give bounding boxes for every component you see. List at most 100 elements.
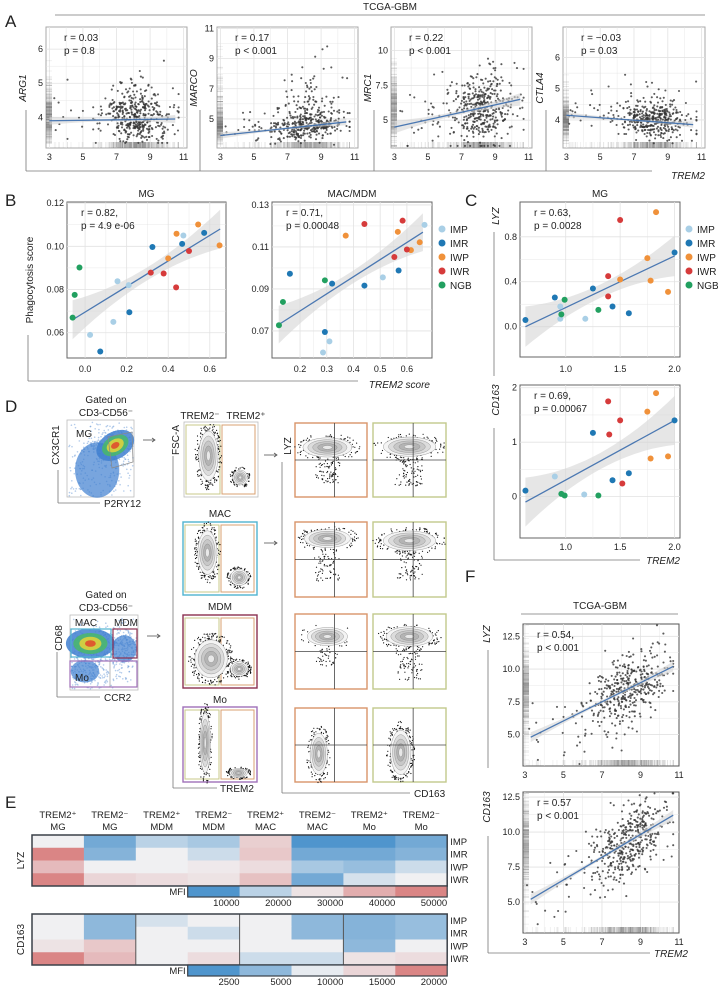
- x-tick-label: 5: [251, 152, 256, 162]
- data-point: [306, 100, 309, 103]
- data-point: [461, 124, 465, 127]
- data-point: [139, 131, 142, 134]
- data-point: [482, 135, 485, 138]
- data-point: [162, 59, 165, 62]
- data-point: [121, 112, 124, 116]
- data-point: [295, 133, 298, 136]
- data-point: [473, 126, 476, 129]
- data-point: [142, 128, 145, 131]
- data-point: [460, 134, 463, 137]
- data-point: [695, 80, 698, 83]
- data-point: [496, 93, 499, 96]
- data-point: [92, 128, 95, 131]
- data-point: [311, 118, 315, 121]
- data-point: [470, 105, 473, 108]
- data-point: [248, 119, 251, 122]
- data-point: [500, 63, 503, 66]
- data-point: [130, 131, 133, 134]
- data-point: [143, 109, 147, 112]
- data-point: [237, 128, 240, 132]
- data-point: [122, 140, 125, 143]
- data-point: [297, 120, 300, 123]
- data-point: [487, 130, 490, 133]
- data-point: [330, 112, 333, 115]
- data-point: [495, 108, 498, 111]
- y-tick-label: 5: [555, 84, 560, 94]
- data-point: [279, 140, 282, 143]
- data-point: [674, 128, 677, 131]
- data-point: [338, 109, 341, 112]
- data-point: [299, 129, 302, 132]
- data-point: [301, 118, 304, 121]
- data-point: [472, 127, 475, 130]
- data-point: [490, 128, 493, 131]
- data-point: [508, 144, 512, 147]
- data-point: [323, 104, 326, 107]
- data-point: [288, 135, 291, 138]
- data-point: [317, 132, 321, 135]
- data-point: [329, 132, 332, 135]
- data-point: [129, 123, 132, 126]
- data-point: [139, 88, 142, 91]
- data-point: [121, 123, 124, 126]
- data-point: [272, 114, 275, 117]
- data-point: [154, 102, 157, 105]
- data-point: [144, 113, 147, 116]
- data-point: [324, 131, 327, 134]
- data-point: [596, 109, 599, 112]
- data-point: [161, 135, 164, 138]
- data-point: [501, 79, 504, 82]
- data-point: [475, 128, 478, 131]
- data-point: [148, 135, 151, 139]
- data-point: [308, 98, 311, 101]
- data-point: [115, 107, 118, 110]
- data-point: [294, 138, 297, 141]
- data-point: [492, 80, 495, 83]
- data-point: [472, 123, 475, 126]
- data-point: [522, 117, 525, 120]
- data-point: [495, 95, 498, 98]
- data-point: [453, 116, 457, 119]
- data-point: [133, 93, 136, 96]
- data-point: [665, 129, 668, 132]
- data-point: [333, 125, 336, 129]
- y-tick-label: 5: [383, 115, 388, 125]
- data-point: [290, 73, 293, 76]
- data-point: [99, 114, 103, 117]
- data-point: [277, 111, 280, 114]
- data-point: [141, 123, 144, 126]
- data-point: [270, 136, 273, 139]
- data-point: [495, 132, 498, 135]
- data-point: [424, 100, 427, 103]
- data-point: [143, 89, 147, 93]
- data-point: [671, 100, 674, 103]
- data-point: [151, 105, 154, 109]
- data-point: [300, 134, 303, 137]
- data-point: [481, 95, 484, 98]
- data-point: [320, 111, 324, 114]
- data-point: [120, 126, 124, 129]
- data-point: [158, 113, 161, 116]
- data-point: [310, 90, 313, 93]
- data-point: [128, 95, 131, 98]
- data-point: [571, 110, 574, 113]
- scatter-panel-a-arg1: 3 5 7 9 11 4 5 6 r = 0.03 p = 0.8 ARG1: [18, 26, 188, 162]
- data-point: [105, 113, 108, 116]
- data-point: [671, 142, 674, 145]
- data-point: [146, 121, 149, 124]
- data-point: [125, 126, 129, 129]
- data-point: [141, 76, 144, 79]
- data-point: [69, 109, 73, 112]
- data-point: [430, 102, 433, 105]
- data-point: [295, 104, 298, 107]
- data-point: [303, 115, 306, 118]
- data-point: [142, 114, 145, 117]
- data-point: [306, 132, 309, 135]
- data-point: [452, 99, 455, 103]
- data-point: [306, 86, 309, 89]
- data-point: [468, 83, 471, 86]
- data-point: [508, 81, 511, 84]
- data-point: [325, 95, 328, 98]
- data-point: [123, 115, 126, 118]
- data-point: [142, 103, 145, 106]
